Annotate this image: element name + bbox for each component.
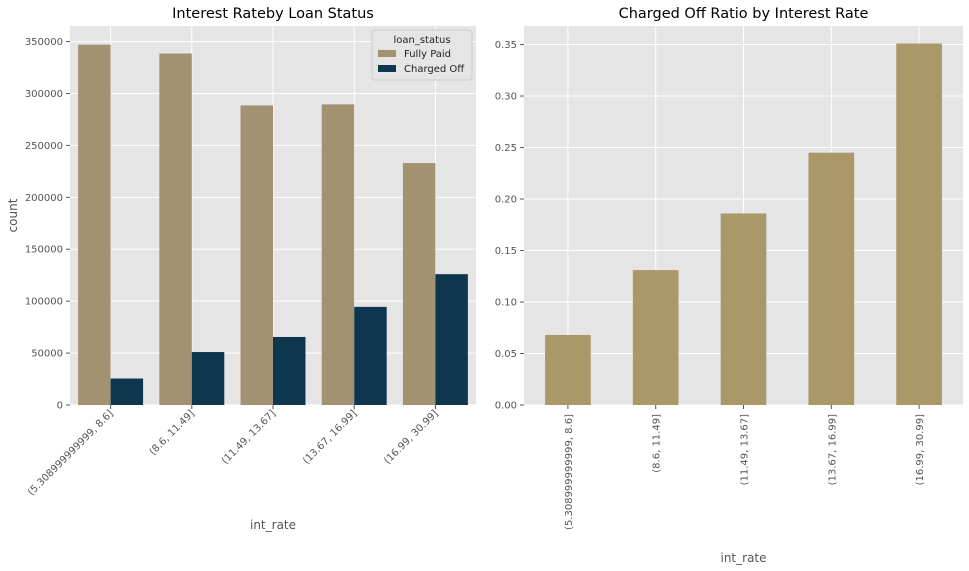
x-tick-label: (5.308999999999, 8.6] bbox=[564, 414, 575, 530]
x-tick-label: (13.67, 16.99] bbox=[301, 408, 359, 466]
y-tick-label: 300000 bbox=[25, 89, 63, 100]
bar-fully-paid bbox=[159, 53, 192, 405]
y-tick-label: 0.20 bbox=[495, 195, 517, 206]
y-tick-label: 150000 bbox=[25, 245, 63, 256]
x-tick-label: (16.99, 30.99] bbox=[382, 408, 440, 466]
x-axis-title: int_rate bbox=[250, 518, 296, 532]
y-tick-label: 200000 bbox=[25, 193, 63, 204]
bar-fully-paid bbox=[321, 104, 355, 406]
chart-charged-off-ratio: 0.00 0.05 0.10 0.15 0.20 0.25 0.30 0.35 (5.30899… bbox=[495, 6, 963, 565]
y-tick-label: 50000 bbox=[31, 349, 63, 360]
x-tick-label: (8.6, 11.49] bbox=[148, 408, 197, 457]
y-tick-label: 0.10 bbox=[495, 298, 517, 309]
legend: loan_status Fully Paid Charged Off bbox=[371, 29, 473, 81]
y-tick-label: 0.35 bbox=[495, 40, 517, 51]
y-tick-label: 0 bbox=[57, 401, 63, 412]
bar-ratio bbox=[808, 152, 855, 405]
legend-entry: Charged Off bbox=[404, 64, 465, 75]
legend-swatch bbox=[378, 50, 396, 57]
legend-entry: Fully Paid bbox=[404, 49, 451, 60]
y-tick-label: 0.00 bbox=[495, 401, 517, 412]
y-tick-label: 0.25 bbox=[495, 143, 517, 154]
y-tick-label: 0.05 bbox=[495, 349, 517, 360]
bar-charged-off bbox=[273, 336, 306, 405]
bar-charged-off bbox=[191, 352, 225, 405]
x-tick-label: (5.308999999999, 8.6] bbox=[26, 408, 116, 498]
bar-charged-off bbox=[110, 378, 144, 405]
chart-interest-rate-by-loan-status: 0 50000 100000 150000 200000 250000 300000 3500… bbox=[6, 6, 476, 532]
bar-fully-paid bbox=[240, 105, 273, 405]
bar-ratio bbox=[545, 334, 591, 405]
y-axis-title: count bbox=[6, 198, 20, 232]
bar-fully-paid bbox=[402, 163, 436, 405]
x-tick-label: (11.49, 13.67] bbox=[220, 408, 278, 466]
bar-charged-off bbox=[354, 306, 387, 405]
legend-swatch bbox=[378, 65, 396, 72]
y-tick-label: 350000 bbox=[25, 37, 63, 48]
bar-charged-off bbox=[435, 274, 468, 405]
bar-fully-paid bbox=[78, 44, 111, 406]
x-tick-label: (8.6, 11.49] bbox=[652, 414, 663, 473]
x-tick-label: (16.99, 30.99] bbox=[915, 414, 926, 486]
chart-title: Interest Rateby Loan Status bbox=[172, 6, 374, 22]
legend-title: loan_status bbox=[393, 35, 450, 46]
bar-ratio bbox=[720, 213, 767, 405]
x-tick-label: (11.49, 13.67] bbox=[740, 414, 751, 486]
x-axis-title: int_rate bbox=[720, 551, 766, 565]
chart-title: Charged Off Ratio by Interest Rate bbox=[619, 6, 869, 22]
bar-ratio bbox=[632, 270, 679, 405]
y-tick-label: 0.30 bbox=[495, 92, 517, 103]
x-tick-label: (13.67, 16.99] bbox=[827, 414, 838, 486]
legend-box bbox=[371, 29, 473, 81]
y-tick-label: 100000 bbox=[25, 297, 63, 308]
y-tick-label: 0.15 bbox=[495, 246, 517, 257]
y-tick-label: 250000 bbox=[25, 141, 63, 152]
bar-ratio bbox=[896, 43, 942, 406]
